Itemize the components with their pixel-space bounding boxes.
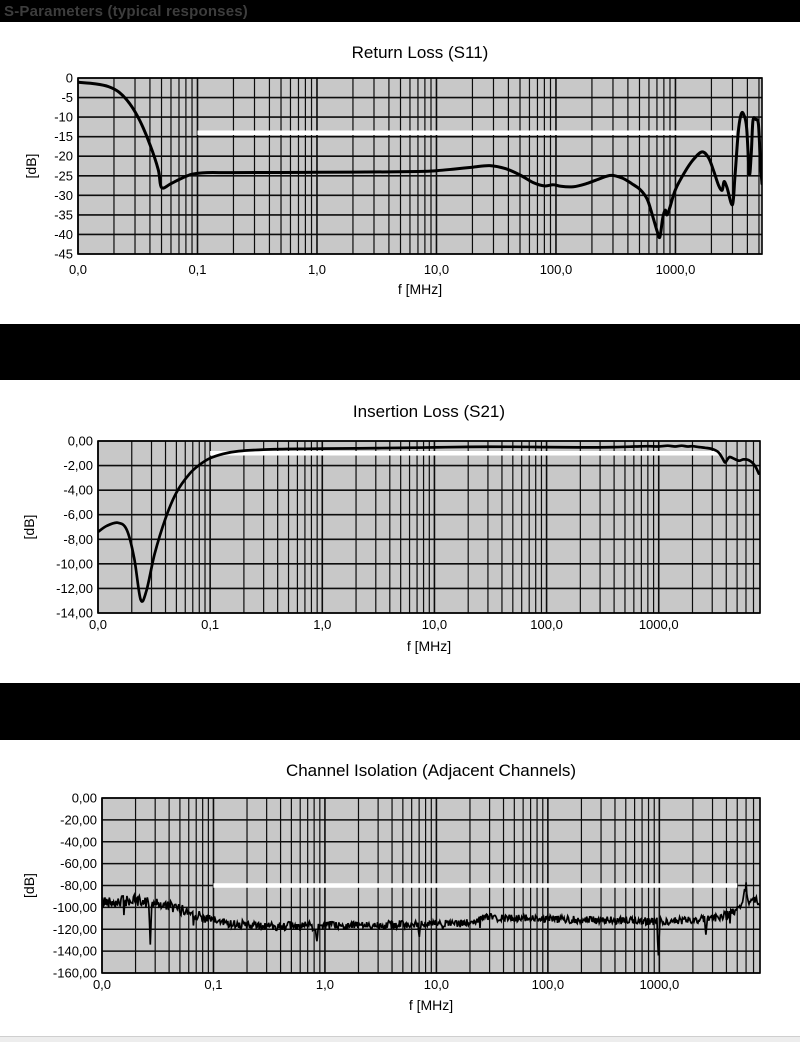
x-axis-label: f [MHz] [398, 281, 442, 297]
x-tick-label: 0,0 [89, 617, 107, 632]
chart-panel-return-loss: Return Loss (S11) 0 -5 -10 -15 -20 -25 -30 -35 -4… [0, 22, 800, 324]
y-tick-label: -14,00 [56, 606, 93, 621]
y-tick-label: -10 [54, 110, 73, 125]
x-tick-label: 100,0 [540, 262, 573, 277]
x-tick-label: 10,0 [422, 617, 447, 632]
data-trace [102, 882, 760, 956]
y-tick-label: -45 [54, 247, 73, 262]
y-tick-label: -60,00 [60, 856, 97, 871]
y-tick-label: -30 [54, 188, 73, 203]
y-tick-label: -2,00 [63, 458, 93, 473]
trace-group [98, 444, 760, 603]
data-trace [98, 444, 760, 603]
section-title: S-Parameters (typical responses) [4, 2, 249, 20]
y-tick-label: -5 [61, 90, 73, 105]
x-tick-label: 0,0 [93, 977, 111, 992]
y-tick-label: 0 [66, 71, 73, 86]
x-tick-label: 0,1 [188, 262, 206, 277]
y-axis-label: [dB] [23, 154, 39, 179]
plot-border [101, 797, 761, 974]
y-tick-label: -20,00 [60, 812, 97, 827]
y-tick-label: -140,00 [53, 944, 97, 959]
x-axis-label: f [MHz] [407, 638, 451, 654]
x-tick-label: 10,0 [424, 262, 449, 277]
page-bottom-strip [0, 1036, 800, 1042]
plot-border [97, 440, 761, 614]
plot-area [78, 78, 762, 254]
y-tick-label: -80,00 [60, 878, 97, 893]
chart-panel-insertion-loss: Insertion Loss (S21) 0,00 -2,00 -4,00 -6,00 -… [0, 380, 800, 683]
y-tick-label: -20 [54, 149, 73, 164]
x-tick-label: 1,0 [316, 977, 334, 992]
y-tick-label: -100,00 [53, 900, 97, 915]
x-tick-label: 100,0 [532, 977, 565, 992]
insertion-loss-chart: Insertion Loss (S21) 0,00 -2,00 -4,00 -6,00 -… [21, 402, 761, 654]
x-tick-label: 100,0 [530, 617, 563, 632]
y-axis-label: [dB] [21, 873, 37, 898]
x-axis-label: f [MHz] [409, 997, 453, 1013]
y-tick-label: -15 [54, 129, 73, 144]
x-tick-label: 1000,0 [639, 617, 679, 632]
x-tick-label: 1,0 [313, 617, 331, 632]
return-loss-chart: Return Loss (S11) 0 -5 -10 -15 -20 -25 -30 -35 -4… [23, 43, 763, 297]
chart-title: Insertion Loss (S21) [353, 402, 505, 421]
trace-group [78, 80, 762, 240]
chart-panel-channel-isolation: Channel Isolation (Adjacent Channels) 0,0… [0, 740, 800, 1036]
channel-isolation-chart: Channel Isolation (Adjacent Channels) 0,0… [21, 761, 761, 1013]
x-tick-label: 10,0 [424, 977, 449, 992]
x-tick-label: 0,1 [201, 617, 219, 632]
separator-bar [0, 683, 800, 740]
y-tick-label: 0,00 [68, 434, 93, 449]
y-tick-label: -160,00 [53, 966, 97, 981]
y-tick-label: -40,00 [60, 834, 97, 849]
x-tick-label: 0,1 [204, 977, 222, 992]
x-tick-label: 1,0 [308, 262, 326, 277]
chart-title: Channel Isolation (Adjacent Channels) [286, 761, 576, 780]
data-trace [78, 80, 762, 240]
chart-title: Return Loss (S11) [352, 43, 489, 62]
x-tick-label: 0,0 [69, 262, 87, 277]
y-tick-label: -4,00 [63, 483, 93, 498]
y-axis-label: [dB] [21, 515, 37, 540]
y-tick-label: -8,00 [63, 532, 93, 547]
y-tick-label: -12,00 [56, 581, 93, 596]
y-tick-label: -35 [54, 207, 73, 222]
y-tick-label: -40 [54, 227, 73, 242]
y-tick-label: -120,00 [53, 922, 97, 937]
trace-group [102, 882, 760, 956]
x-tick-label: 1000,0 [656, 262, 696, 277]
section-header-bar: S-Parameters (typical responses) [0, 0, 800, 22]
y-tick-label: -25 [54, 168, 73, 183]
y-tick-label: -6,00 [63, 507, 93, 522]
y-tick-label: -10,00 [56, 556, 93, 571]
x-tick-label: 1000,0 [639, 977, 679, 992]
separator-bar [0, 324, 800, 380]
y-tick-label: 0,00 [72, 791, 97, 806]
